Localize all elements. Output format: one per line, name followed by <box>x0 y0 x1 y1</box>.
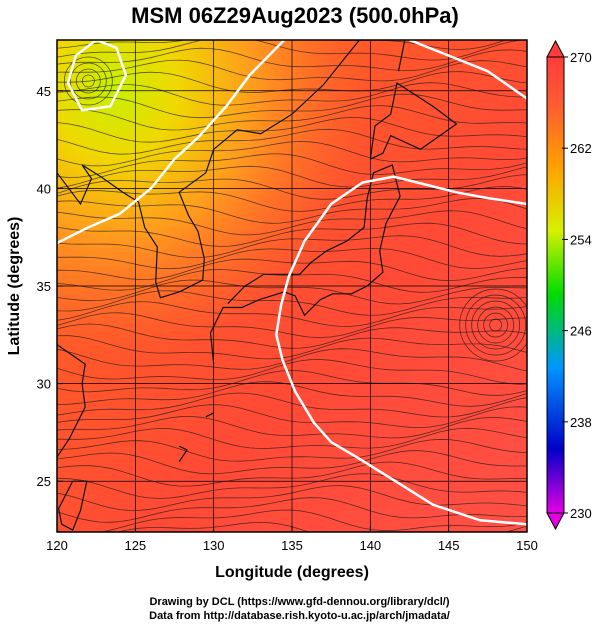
streamline <box>57 141 527 167</box>
geopotential-contours <box>57 40 527 526</box>
streamline <box>57 450 527 475</box>
streamline <box>69 62 107 100</box>
colorbar-tick-label: 254 <box>570 232 592 247</box>
streamline <box>57 40 527 61</box>
coastline <box>369 82 458 160</box>
colorbar-top-arrow <box>546 39 565 58</box>
coastline <box>57 40 360 299</box>
streamline <box>57 323 527 349</box>
contour-line <box>275 175 527 526</box>
streamline <box>57 82 527 106</box>
colorbar-tick-label: 262 <box>570 141 592 156</box>
y-tick-label: 35 <box>37 279 51 294</box>
streamline <box>57 222 527 247</box>
streamline <box>489 318 503 332</box>
coastline <box>57 344 86 459</box>
streamline <box>57 165 527 189</box>
colorbar-ticks: 230 238 246 254 262 270 <box>562 50 592 521</box>
colorbar-tick-label: 246 <box>570 324 592 339</box>
x-tick-label: 140 <box>359 538 381 553</box>
streamline <box>459 288 527 362</box>
coastline <box>209 164 401 365</box>
streamline <box>57 473 527 499</box>
y-tick-label: 25 <box>37 474 51 489</box>
x-tick-label: 120 <box>46 538 68 553</box>
streamline <box>57 248 527 270</box>
streamline <box>57 71 527 93</box>
streamline <box>57 47 527 72</box>
streamline <box>57 210 527 236</box>
streamline <box>57 427 527 449</box>
streamline <box>57 153 527 178</box>
x-tick-label: 125 <box>124 538 146 553</box>
streamline <box>57 258 527 282</box>
coastline <box>205 412 214 418</box>
streamline <box>465 294 527 356</box>
x-tick-label: 135 <box>281 538 303 553</box>
streamline <box>63 56 113 106</box>
streamline <box>57 279 527 305</box>
colorbar: 230 238 246 254 262 270 <box>546 39 592 531</box>
plot-area <box>57 40 527 532</box>
x-tick-label: 150 <box>516 538 538 553</box>
y-axis-label: Latitude (degrees) <box>6 217 23 356</box>
footer-data-source: Data from http://database.rish.kyoto-u.a… <box>149 610 450 622</box>
streamline <box>116 521 527 532</box>
streamline <box>81 74 95 88</box>
contour-line <box>57 40 286 245</box>
x-axis-ticks: 120 125 130 135 140 145 150 <box>46 526 538 553</box>
y-tick-label: 45 <box>37 84 51 99</box>
streamline <box>57 105 527 131</box>
streamline <box>57 301 527 327</box>
y-axis-ticks: 25 30 35 40 45 <box>37 84 63 489</box>
streamline <box>57 485 527 511</box>
streamline <box>57 312 527 338</box>
colorbar-tick-label: 230 <box>570 506 592 521</box>
streamline <box>471 300 521 350</box>
streamline <box>57 93 527 119</box>
streamline <box>57 59 527 82</box>
x-tick-label: 145 <box>438 538 460 553</box>
streamline <box>57 509 527 532</box>
streamline <box>57 116 527 143</box>
coastline <box>178 445 188 463</box>
streamline <box>57 40 508 50</box>
footer-credit: Drawing by DCL (https://www.gfd-dennou.o… <box>149 596 450 608</box>
streamline <box>57 128 527 155</box>
contour-line <box>66 40 128 112</box>
streamline <box>57 290 527 316</box>
streamline <box>57 404 527 428</box>
y-tick-label: 40 <box>37 181 51 196</box>
streamline <box>57 381 527 407</box>
streamline <box>57 497 527 523</box>
x-axis-label: Longitude (degrees) <box>215 564 369 581</box>
streamline <box>75 68 101 94</box>
streamline <box>57 235 527 258</box>
streamline <box>483 312 509 338</box>
streamline <box>57 370 527 396</box>
contour-line <box>409 40 527 100</box>
colorbar-gradient <box>546 56 565 514</box>
colorbar-tick-label: 238 <box>570 415 592 430</box>
x-tick-label: 130 <box>203 538 225 553</box>
streamline <box>57 415 527 439</box>
streamline <box>57 461 527 487</box>
streamline <box>57 392 527 418</box>
coastline <box>397 40 406 72</box>
coastlines <box>57 40 458 531</box>
y-tick-label: 30 <box>37 377 51 392</box>
streamline <box>57 186 527 212</box>
chart-title: MSM 06Z29Aug2023 (500.0hPa) <box>131 3 459 28</box>
colorbar-tick-label: 270 <box>570 50 592 65</box>
streamline <box>57 335 527 360</box>
colorbar-bottom-arrow <box>546 512 565 531</box>
streamline <box>57 348 527 372</box>
wind-streamlines <box>57 40 527 532</box>
streamline <box>477 306 515 344</box>
streamline <box>57 359 527 385</box>
streamline <box>57 438 527 462</box>
